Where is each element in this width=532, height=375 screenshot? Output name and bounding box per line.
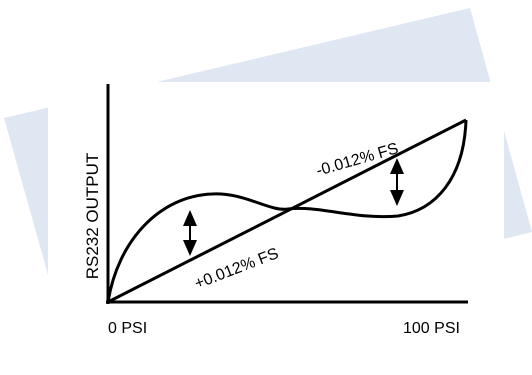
y-axis-label: RS232 OUTPUT [83,153,102,280]
actual-output-curve [106,119,468,303]
x-end-label: 100 PSI [403,320,460,337]
double-arrow-icon [390,158,404,206]
double-arrow-icon [183,210,197,256]
x-start-label: 0 PSI [108,320,147,337]
ideal-output-line [107,118,467,304]
